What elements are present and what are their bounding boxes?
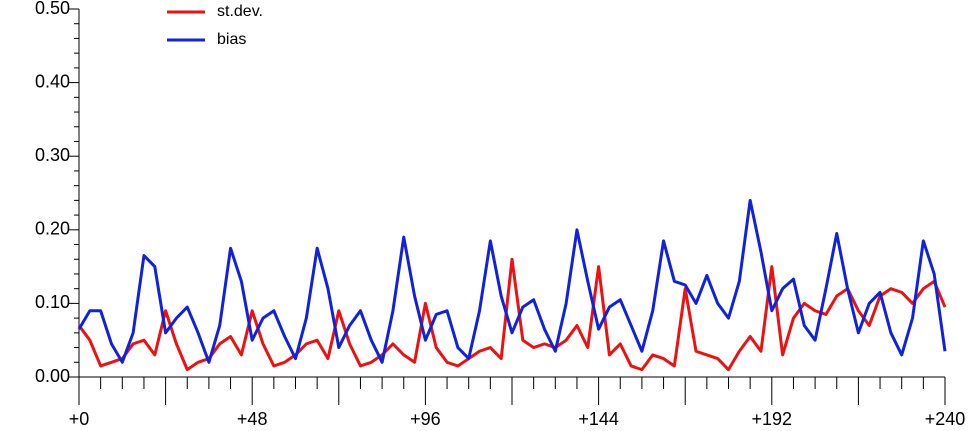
x-tick-label: +48 <box>237 409 268 429</box>
y-tick-label: 0.10 <box>35 292 70 312</box>
x-tick-label: +240 <box>925 409 966 429</box>
y-tick-label: 0.20 <box>35 219 70 239</box>
x-tick-label: +144 <box>578 409 619 429</box>
y-tick-label: 0.50 <box>35 0 70 18</box>
y-tick-label: 0.30 <box>35 145 70 165</box>
x-tick-label: +0 <box>69 409 90 429</box>
legend-label: st.dev. <box>217 3 263 20</box>
x-tick-label: +192 <box>752 409 793 429</box>
series-line <box>77 257 947 372</box>
series-line <box>77 198 947 364</box>
y-tick-label: 0.00 <box>35 366 70 386</box>
x-tick-label: +96 <box>410 409 441 429</box>
legend-label: bias <box>217 31 246 48</box>
y-tick-label: 0.40 <box>35 71 70 91</box>
